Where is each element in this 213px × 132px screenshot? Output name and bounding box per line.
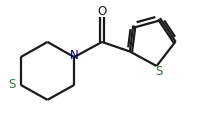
Text: S: S bbox=[9, 78, 16, 91]
Text: O: O bbox=[97, 5, 107, 18]
Text: N: N bbox=[70, 49, 79, 62]
Text: S: S bbox=[155, 65, 163, 78]
